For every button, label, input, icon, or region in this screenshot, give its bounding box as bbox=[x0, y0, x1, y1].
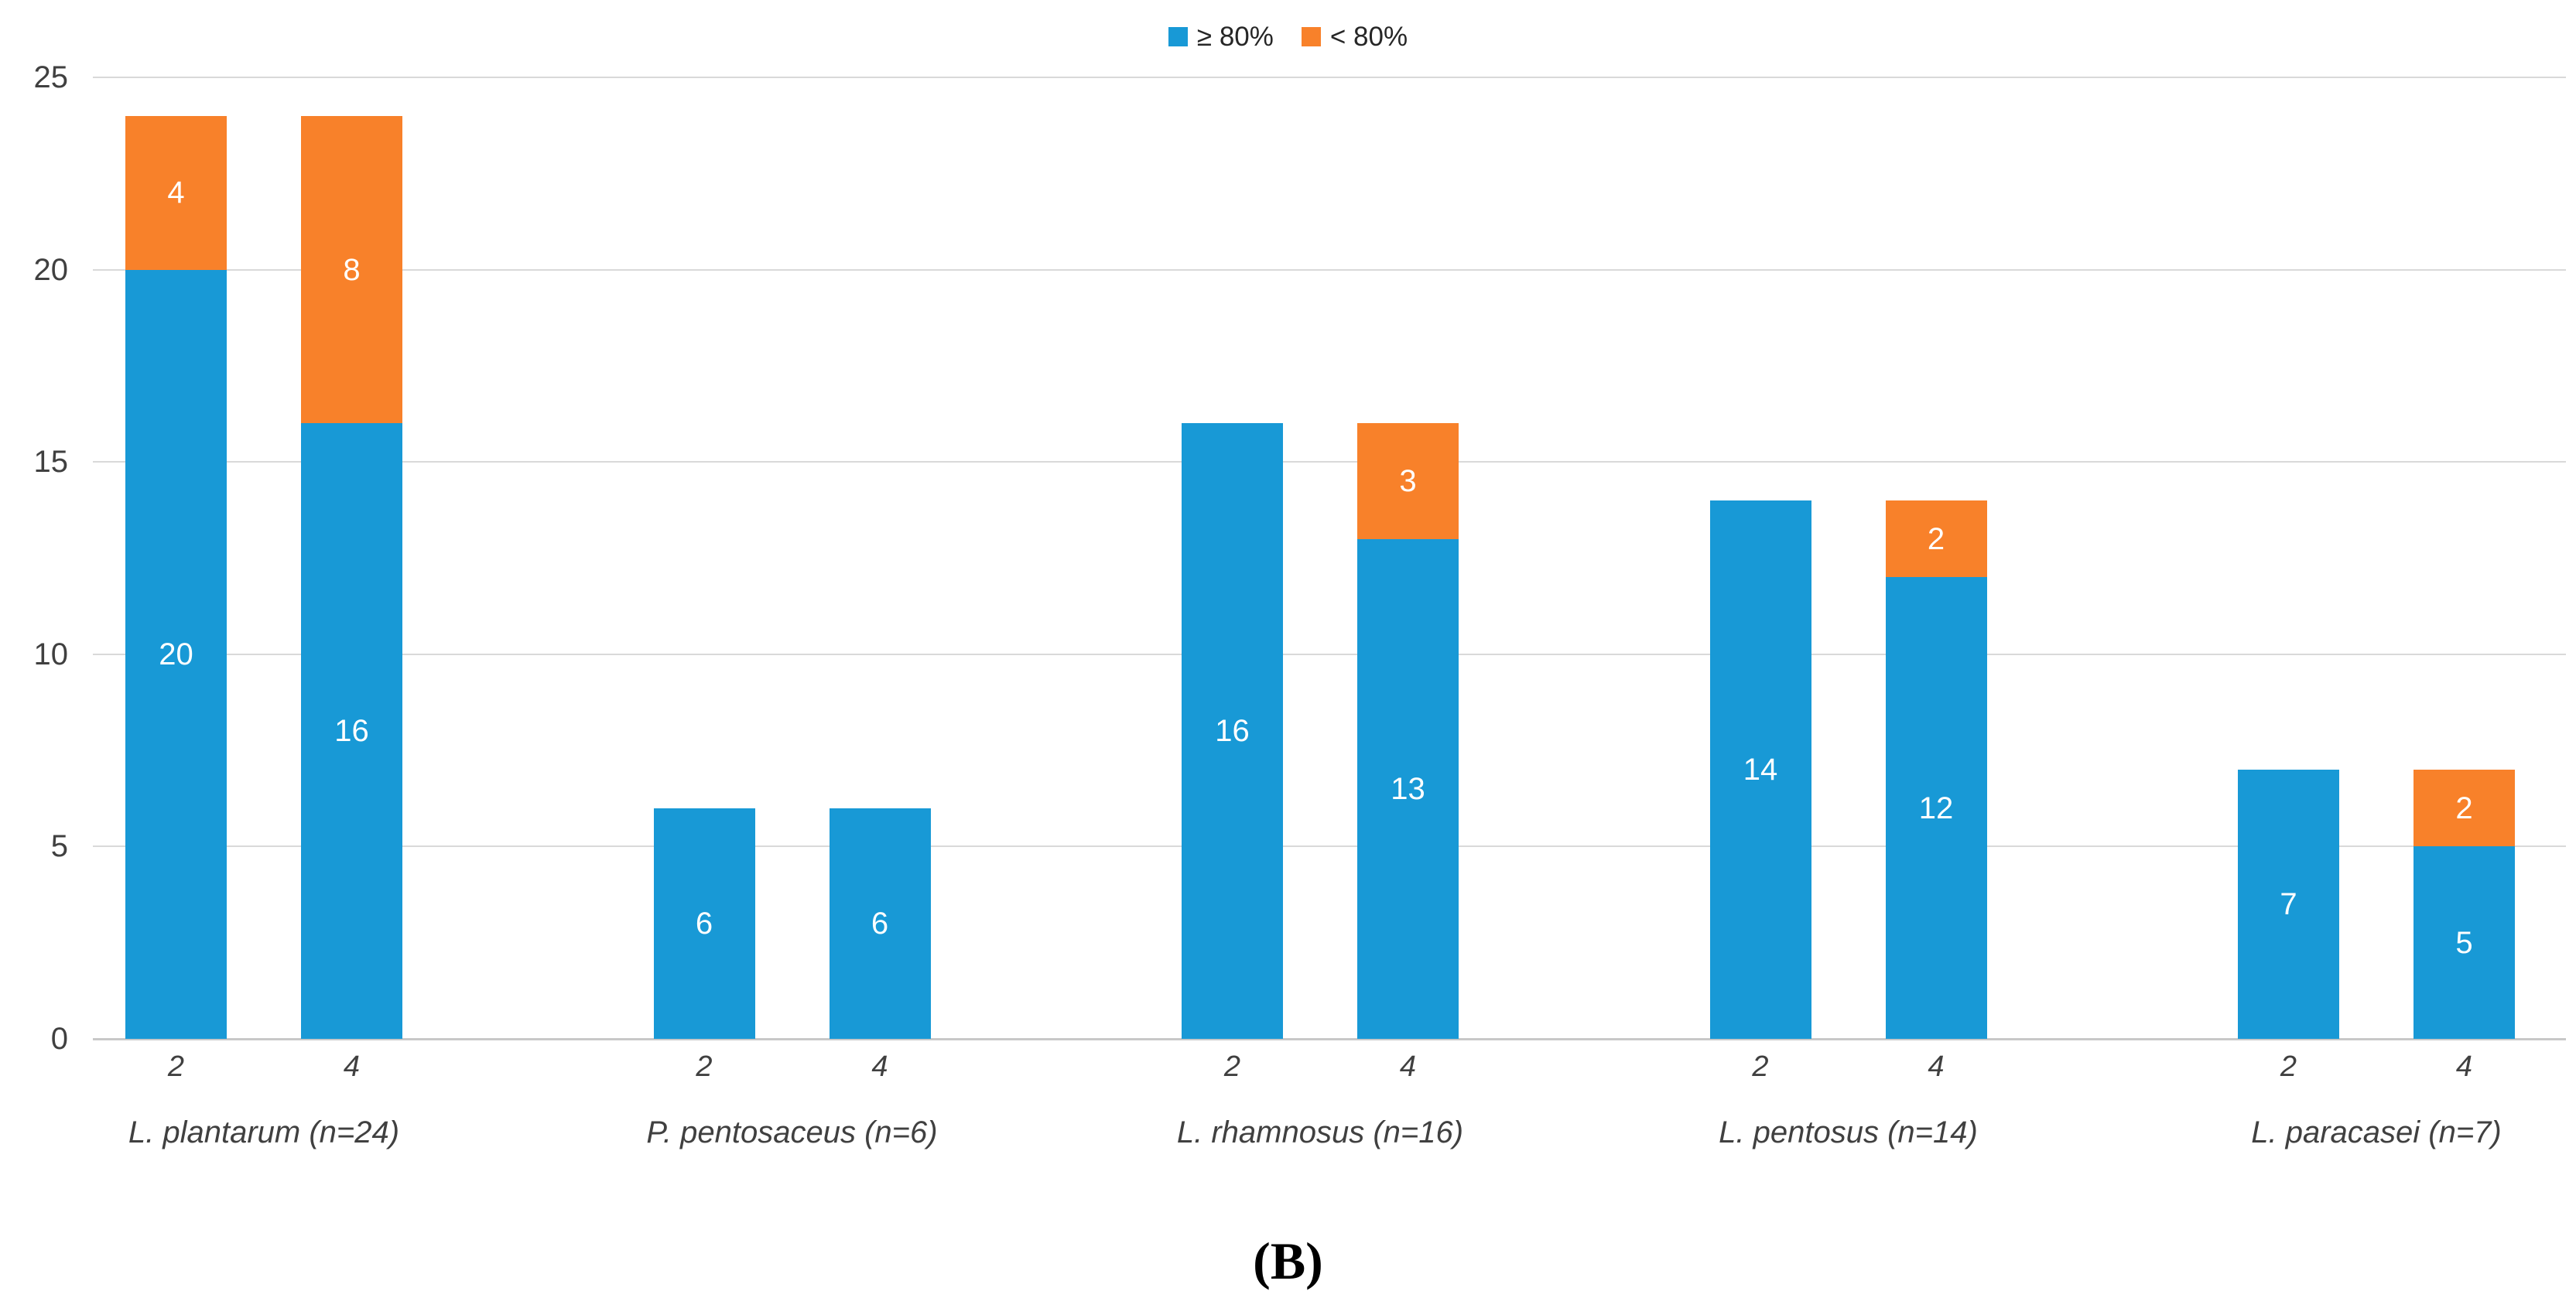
x-axis-tick-label: 2 bbox=[1752, 1050, 1769, 1083]
ge80-legend-swatch-icon bbox=[1168, 27, 1188, 46]
bar-segment-ge80: 14 bbox=[1709, 500, 1811, 1039]
x-axis-tick-label: 4 bbox=[1399, 1050, 1417, 1083]
y-axis-tick-label: 20 bbox=[33, 252, 69, 287]
bar-value-label: 13 bbox=[1391, 771, 1425, 806]
legend-label: ≥ 80% bbox=[1196, 22, 1274, 52]
gridline bbox=[93, 77, 2566, 78]
bar-value-label: 4 bbox=[167, 176, 185, 210]
lt80-legend-swatch-icon bbox=[1301, 27, 1321, 46]
bar-segment-ge80: 12 bbox=[1885, 577, 1987, 1039]
gridline bbox=[93, 461, 2566, 463]
bar-value-label: 7 bbox=[2280, 886, 2297, 921]
y-axis-tick-label: 25 bbox=[33, 60, 69, 94]
bar-segment-ge80: 7 bbox=[2238, 769, 2339, 1039]
category-group-label: L. pentosus (n=14) bbox=[1719, 1115, 1978, 1149]
category-group-label: L. rhamnosus (n=16) bbox=[1176, 1115, 1464, 1149]
bar-segment-lt80: 2 bbox=[2414, 769, 2515, 847]
bar-value-label: 6 bbox=[871, 906, 889, 941]
category-group-label: L. plantarum (n=24) bbox=[128, 1115, 400, 1149]
x-axis-tick-label: 4 bbox=[2455, 1050, 2473, 1083]
bar-value-label: 12 bbox=[1918, 791, 1954, 825]
x-axis-tick-label: 2 bbox=[167, 1050, 185, 1083]
bar-segment-ge80: 5 bbox=[2414, 846, 2515, 1039]
bar-segment-lt80: 2 bbox=[1885, 500, 1987, 578]
bar-segment-ge80: 13 bbox=[1357, 538, 1459, 1039]
x-axis-tick-label: 4 bbox=[343, 1050, 361, 1083]
legend-item: < 80% bbox=[1301, 22, 1408, 52]
x-axis-tick-label: 2 bbox=[1223, 1050, 1241, 1083]
bar-segment-lt80: 8 bbox=[301, 115, 402, 424]
bar-value-label: 5 bbox=[2455, 925, 2473, 960]
bar-value-label: 6 bbox=[695, 906, 713, 941]
gridline bbox=[93, 268, 2566, 271]
gridline bbox=[93, 653, 2566, 655]
chart-legend: ≥ 80% < 80% bbox=[0, 23, 2576, 50]
bar-value-label: 16 bbox=[1215, 714, 1250, 749]
bar-segment-lt80: 3 bbox=[1357, 423, 1459, 539]
y-axis-tick-label: 10 bbox=[33, 637, 69, 671]
x-axis-tick-label: 2 bbox=[2280, 1050, 2297, 1083]
bar-value-label: 3 bbox=[1399, 464, 1417, 499]
bar-segment-lt80: 4 bbox=[125, 115, 227, 270]
x-axis-tick-label: 4 bbox=[1928, 1050, 1945, 1083]
bar-segment-ge80: 16 bbox=[301, 423, 402, 1039]
bar-value-label: 20 bbox=[159, 637, 193, 671]
bar-segment-ge80: 20 bbox=[125, 269, 227, 1039]
category-group-label: L. paracasei (n=7) bbox=[2251, 1115, 2502, 1149]
x-axis-tick-label: 4 bbox=[871, 1050, 888, 1083]
y-axis-tick-label: 0 bbox=[50, 1022, 68, 1056]
bar-value-label: 2 bbox=[1927, 521, 1945, 556]
x-axis-line bbox=[93, 1038, 2566, 1040]
bar-segment-ge80: 6 bbox=[829, 808, 931, 1039]
y-axis-tick-label: 15 bbox=[33, 445, 69, 480]
bar-value-label: 2 bbox=[2455, 791, 2473, 825]
bar-segment-ge80: 16 bbox=[1182, 423, 1283, 1039]
bar-value-label: 8 bbox=[343, 252, 361, 287]
gridline bbox=[93, 845, 2566, 848]
bar-segment-ge80: 6 bbox=[653, 808, 755, 1039]
category-group-label: P. pentosaceus (n=6) bbox=[646, 1115, 938, 1149]
figure-label: (B) bbox=[1253, 1231, 1323, 1290]
legend-item: ≥ 80% bbox=[1168, 23, 1274, 50]
x-axis-tick-label: 2 bbox=[696, 1050, 713, 1083]
y-axis-tick-label: 5 bbox=[50, 829, 68, 864]
legend-label: < 80% bbox=[1329, 22, 1408, 52]
bar-value-label: 14 bbox=[1743, 752, 1778, 787]
bar-value-label: 16 bbox=[334, 714, 369, 749]
